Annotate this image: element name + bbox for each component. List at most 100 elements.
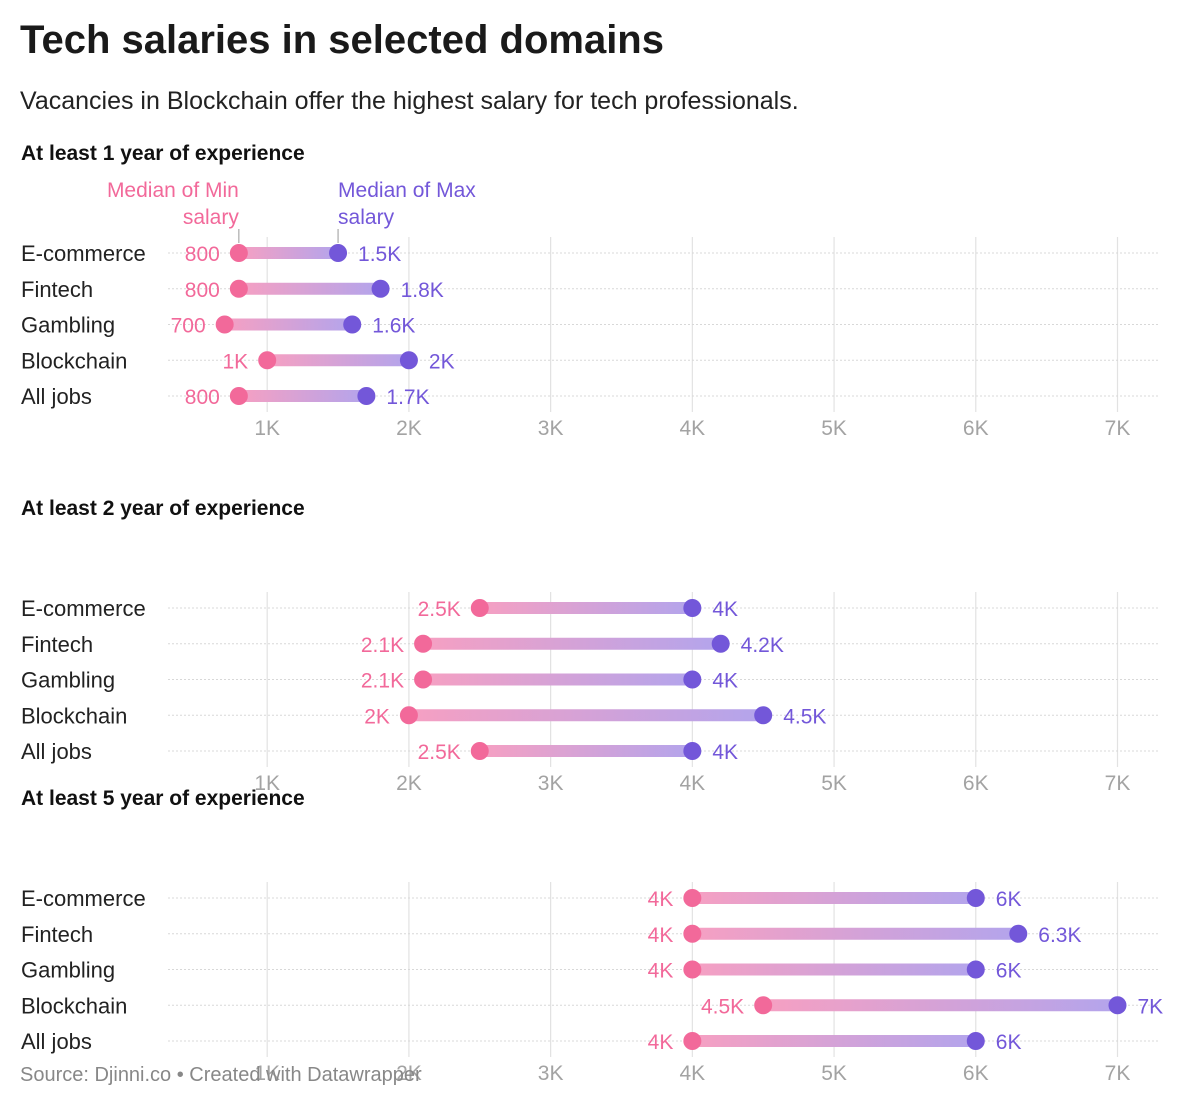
min-dot — [414, 634, 433, 653]
max-dot — [329, 244, 348, 262]
category-label: All jobs — [21, 384, 92, 409]
legend-max-label: Median of Max — [338, 179, 476, 202]
chart-subtitle: Vacancies in Blockchain offer the highes… — [20, 87, 799, 115]
min-dot — [470, 742, 489, 760]
x-tick-label: 5K — [821, 772, 847, 795]
range-bar — [238, 282, 381, 295]
range-bar — [408, 709, 764, 722]
max-dot — [683, 742, 702, 760]
panel-title: At least 1 year of experience — [21, 142, 305, 165]
max-value-label: 6.3K — [1038, 924, 1081, 947]
category-label: Gambling — [21, 313, 115, 338]
min-dot — [258, 351, 277, 370]
category-label: Fintech — [21, 277, 93, 302]
range-bar — [224, 318, 353, 331]
max-value-label: 4K — [712, 598, 738, 621]
range-bar — [423, 673, 693, 686]
min-dot — [683, 889, 702, 907]
min-value-label: 4K — [648, 924, 674, 947]
max-value-label: 7K — [1137, 995, 1163, 1018]
min-value-label: 800 — [185, 243, 220, 266]
range-bar — [692, 963, 976, 976]
min-value-label: 4K — [648, 888, 674, 911]
min-dot — [399, 706, 418, 725]
range-bar — [692, 892, 976, 904]
legend-min-label: Median of Min — [107, 179, 239, 202]
x-tick-label: 7K — [1105, 1062, 1131, 1085]
min-value-label: 4K — [648, 960, 674, 983]
min-value-label: 2.5K — [418, 598, 461, 621]
range-bar — [692, 927, 1019, 940]
chart-title: Tech salaries in selected domains — [20, 18, 664, 62]
range-bar — [267, 354, 409, 367]
min-value-label: 2.1K — [361, 670, 404, 693]
x-tick-label: 3K — [538, 417, 564, 440]
min-dot — [470, 599, 489, 617]
max-dot — [357, 387, 376, 405]
x-tick-label: 3K — [538, 772, 564, 795]
min-value-label: 4K — [648, 1031, 674, 1054]
x-tick-label: 7K — [1105, 772, 1131, 795]
legend-max-label: salary — [338, 206, 395, 229]
x-tick-label: 4K — [679, 772, 705, 795]
range-bar — [692, 1035, 976, 1047]
category-label: Gambling — [21, 668, 115, 693]
max-value-label: 4.5K — [783, 705, 826, 728]
max-value-label: 1.7K — [386, 386, 429, 409]
min-value-label: 800 — [185, 386, 220, 409]
max-value-label: 6K — [996, 1031, 1022, 1054]
range-bar — [763, 999, 1118, 1012]
max-value-label: 1.5K — [358, 243, 401, 266]
x-tick-label: 4K — [679, 417, 705, 440]
max-value-label: 1.8K — [401, 279, 444, 302]
x-tick-label: 7K — [1105, 417, 1131, 440]
min-value-label: 800 — [185, 279, 220, 302]
range-bar — [479, 745, 693, 757]
max-dot — [754, 706, 773, 725]
min-value-label: 1K — [223, 350, 249, 373]
x-tick-label: 5K — [821, 417, 847, 440]
range-bar — [479, 602, 693, 614]
category-label: E-commerce — [21, 241, 146, 266]
max-value-label: 4.2K — [741, 634, 784, 657]
category-label: All jobs — [21, 1029, 92, 1054]
min-value-label: 700 — [171, 315, 206, 338]
max-dot — [966, 960, 985, 979]
max-value-label: 6K — [996, 888, 1022, 911]
min-dot — [683, 960, 702, 979]
max-value-label: 1.6K — [372, 315, 415, 338]
max-dot — [966, 1032, 985, 1050]
x-tick-label: 1K — [254, 772, 280, 795]
min-dot — [215, 315, 234, 334]
min-dot — [229, 244, 248, 262]
legend-min-label: salary — [183, 206, 240, 229]
min-dot — [229, 387, 248, 405]
min-dot — [683, 1032, 702, 1050]
max-value-label: 6K — [996, 960, 1022, 983]
x-tick-label: 2K — [396, 1062, 422, 1085]
source-note: Source: Djinni.co • Created with Datawra… — [20, 1064, 422, 1086]
category-label: Gambling — [21, 958, 115, 983]
max-dot — [683, 670, 702, 689]
category-label: E-commerce — [21, 886, 146, 911]
x-tick-label: 4K — [679, 1062, 705, 1085]
category-label: All jobs — [21, 739, 92, 764]
category-label: Fintech — [21, 922, 93, 947]
x-tick-label: 6K — [963, 772, 989, 795]
max-dot — [966, 889, 985, 907]
panel-title: At least 2 year of experience — [21, 497, 305, 520]
min-dot — [754, 996, 773, 1015]
category-label: Blockchain — [21, 703, 127, 728]
x-tick-label: 2K — [396, 417, 422, 440]
min-dot — [229, 279, 248, 298]
min-value-label: 2.5K — [418, 741, 461, 764]
x-tick-label: 1K — [254, 417, 280, 440]
x-tick-label: 6K — [963, 417, 989, 440]
max-dot — [399, 351, 418, 370]
max-value-label: 4K — [712, 670, 738, 693]
max-dot — [1009, 924, 1028, 943]
min-dot — [414, 670, 433, 689]
x-tick-label: 2K — [396, 772, 422, 795]
category-label: E-commerce — [21, 596, 146, 621]
